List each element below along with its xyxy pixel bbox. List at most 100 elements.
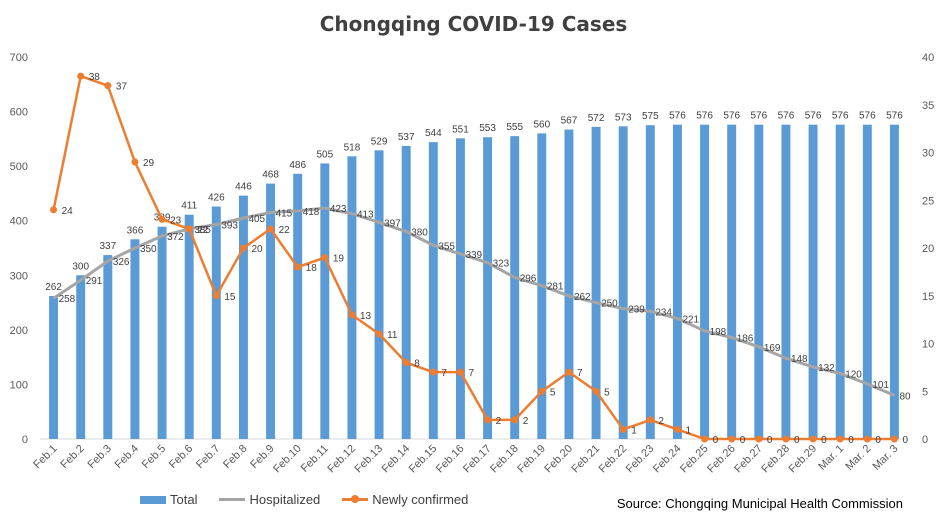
data-label-total: 576: [886, 111, 903, 122]
point-newly-confirmed: [212, 292, 220, 300]
point-newly-confirmed: [348, 311, 356, 319]
x-tick-label: Feb.5: [140, 443, 168, 471]
y-right-tick-label: 0: [922, 434, 928, 446]
point-newly-confirmed: [294, 263, 302, 271]
point-newly-confirmed: [755, 435, 763, 443]
data-label-hospitalized: 239: [628, 305, 645, 316]
x-tick-label: Mar. 1: [816, 443, 846, 473]
x-tick-label: Feb.2: [58, 443, 86, 471]
data-label-newly-confirmed: 15: [224, 292, 236, 303]
data-label-hospitalized: 80: [899, 391, 911, 402]
x-tick-label: Feb.29: [786, 443, 819, 476]
data-label-hospitalized: 413: [357, 210, 374, 221]
point-newly-confirmed: [267, 225, 275, 233]
x-tick-label: Mar. 3: [870, 443, 900, 473]
bar-total: [455, 138, 465, 439]
y-left-tick-label: 100: [10, 379, 28, 391]
point-newly-confirmed: [565, 368, 573, 376]
legend: Total Hospitalized Newly confirmed: [140, 492, 468, 507]
bar-total: [483, 137, 493, 439]
x-tick-label: Feb.1: [31, 443, 59, 471]
bar-total: [293, 173, 303, 440]
bar-total: [591, 126, 601, 439]
data-label-newly-confirmed: 2: [658, 416, 664, 427]
bar-total: [781, 124, 791, 439]
data-label-hospitalized: 326: [113, 257, 130, 268]
x-tick-label: Feb.14: [380, 443, 413, 476]
data-label-newly-confirmed: 23: [170, 215, 182, 226]
data-label-newly-confirmed: 22: [279, 225, 291, 236]
data-label-total: 300: [72, 261, 89, 272]
data-label-total: 551: [452, 124, 469, 135]
data-label-hospitalized: 281: [547, 282, 564, 293]
bar-total: [211, 206, 221, 439]
data-label-hospitalized: 323: [493, 259, 510, 270]
y-left-tick-label: 0: [22, 434, 28, 446]
point-newly-confirmed: [456, 368, 464, 376]
x-tick-label: Feb.10: [271, 443, 304, 476]
legend-item-total: Total: [140, 492, 197, 507]
legend-label-hospitalized: Hospitalized: [249, 492, 321, 507]
point-newly-confirmed: [646, 416, 654, 424]
point-newly-confirmed: [673, 425, 681, 433]
bar-total: [157, 226, 167, 439]
data-label-hospitalized: 221: [682, 314, 699, 325]
data-label-total: 576: [669, 111, 686, 122]
data-label-newly-confirmed: 1: [685, 425, 691, 436]
data-label-hospitalized: 258: [59, 294, 76, 305]
data-label-hospitalized: 132: [818, 363, 835, 374]
data-label-newly-confirmed: 5: [604, 387, 610, 398]
source-note: Source: Chongqing Municipal Health Commi…: [616, 496, 903, 511]
data-label-hospitalized: 405: [248, 214, 265, 225]
point-newly-confirmed: [782, 435, 790, 443]
data-label-total: 567: [561, 116, 578, 127]
bar-total: [347, 156, 357, 439]
x-tick-label: Feb.21: [569, 443, 602, 476]
bar-total: [103, 255, 113, 439]
data-label-hospitalized: 120: [845, 370, 862, 381]
data-label-hospitalized: 397: [384, 218, 401, 229]
data-label-total: 573: [615, 112, 632, 123]
data-label-newly-confirmed: 0: [875, 435, 881, 446]
point-newly-confirmed: [375, 330, 383, 338]
x-tick-label: Feb.3: [86, 443, 114, 471]
bar-total: [862, 124, 872, 439]
data-label-total: 537: [398, 132, 415, 143]
data-label-newly-confirmed: 7: [577, 368, 583, 379]
y-right-tick-label: 35: [922, 100, 934, 112]
data-label-total: 575: [642, 111, 659, 122]
data-label-newly-confirmed: 7: [441, 368, 447, 379]
point-newly-confirmed: [863, 435, 871, 443]
bar-total: [76, 275, 86, 439]
data-label-total: 529: [371, 136, 388, 147]
bar-total: [238, 195, 248, 439]
data-label-newly-confirmed: 7: [468, 368, 474, 379]
x-tick-label: Feb.8: [221, 443, 249, 471]
bar-total: [700, 124, 710, 439]
legend-item-newly-confirmed: Newly confirmed: [342, 492, 468, 507]
data-label-hospitalized: 234: [655, 307, 672, 318]
legend-swatch-newly-confirmed: [342, 495, 369, 503]
x-tick-label: Feb.19: [515, 443, 548, 476]
y-left-tick-label: 600: [10, 107, 28, 119]
legend-item-hospitalized: Hospitalized: [219, 492, 320, 507]
x-tick-label: Feb.15: [407, 443, 440, 476]
data-label-total: 544: [425, 128, 442, 139]
line-newly-confirmed: [52, 74, 895, 441]
legend-swatch-hospitalized: [219, 498, 246, 501]
y-left-tick-label: 500: [10, 161, 28, 173]
data-label-hospitalized: 380: [411, 228, 428, 239]
bar-total: [727, 124, 737, 439]
data-label-newly-confirmed: 11: [387, 330, 398, 341]
point-newly-confirmed: [836, 435, 844, 443]
bar-total: [672, 124, 682, 439]
y-left-tick-label: 400: [10, 216, 28, 228]
y-right-tick-label: 5: [922, 386, 928, 398]
data-label-hospitalized: 372: [167, 232, 184, 243]
data-label-newly-confirmed: 0: [848, 435, 854, 446]
data-label-newly-confirmed: 2: [496, 416, 502, 427]
data-label-hospitalized: 339: [465, 250, 482, 261]
bar-total: [754, 124, 764, 439]
data-label-total: 337: [99, 241, 116, 252]
bar-total: [645, 125, 655, 439]
